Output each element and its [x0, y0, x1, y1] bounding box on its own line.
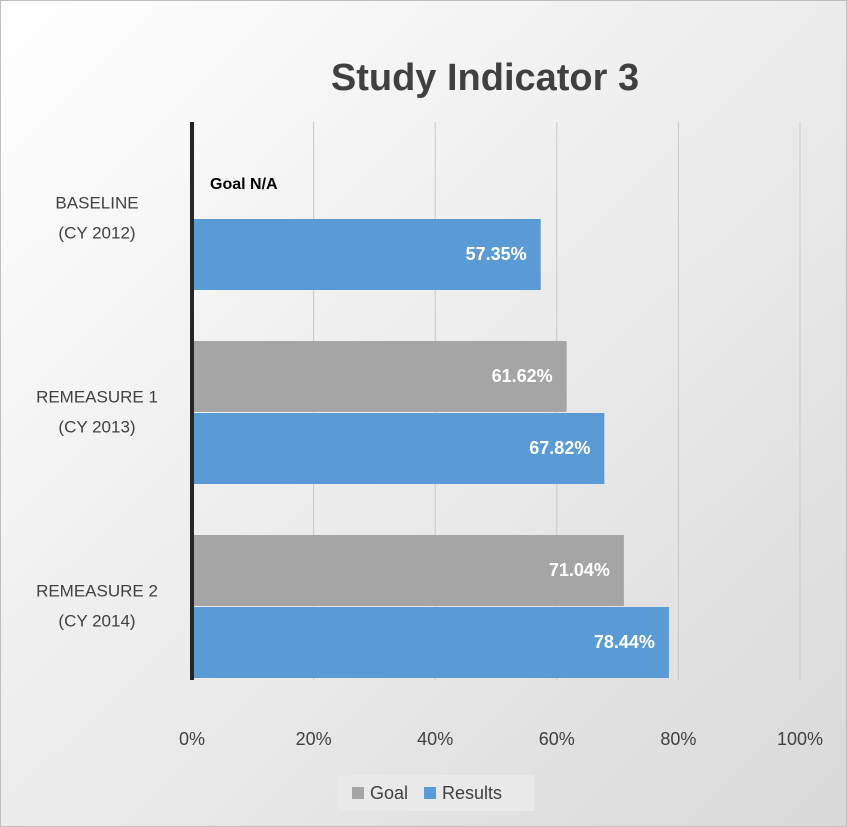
legend-swatch	[424, 787, 437, 799]
annotation: Goal N/A	[210, 176, 278, 193]
y-tick-label: REMEASURE 1	[36, 387, 158, 406]
x-tick-label: 0%	[179, 729, 205, 749]
legend-label: Goal	[370, 783, 408, 803]
x-tick-label: 80%	[660, 729, 696, 749]
data-label: 67.82%	[529, 438, 590, 458]
y-tick-label: (CY 2013)	[58, 417, 135, 436]
bar	[192, 413, 605, 484]
bar	[192, 535, 624, 606]
data-label: 78.44%	[594, 632, 655, 652]
x-tick-label: 40%	[417, 729, 453, 749]
y-tick-label: REMEASURE 2	[36, 581, 158, 600]
y-tick-label: BASELINE	[55, 193, 138, 212]
y-tick-label: (CY 2014)	[58, 611, 135, 630]
bar	[192, 341, 567, 412]
data-label: 71.04%	[549, 560, 610, 580]
x-tick-label: 60%	[539, 729, 575, 749]
y-tick-label: (CY 2012)	[58, 223, 135, 242]
bar	[192, 219, 541, 290]
x-tick-label: 20%	[296, 729, 332, 749]
bar	[192, 607, 669, 678]
data-label: 61.62%	[492, 366, 553, 386]
chart-title: Study Indicator 3	[331, 57, 639, 99]
x-tick-label: 100%	[777, 729, 823, 749]
legend-swatch	[352, 787, 364, 799]
data-label: 57.35%	[466, 244, 527, 264]
legend-label: Results	[442, 783, 502, 803]
